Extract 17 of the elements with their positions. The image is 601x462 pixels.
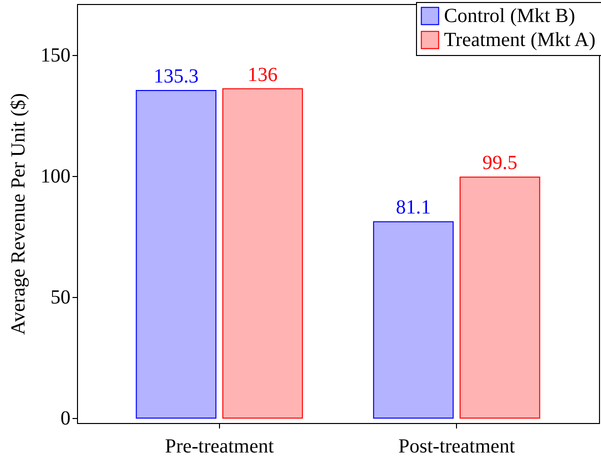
x-tick-label: Post-treatment	[398, 436, 516, 458]
y-tick-label: 150	[40, 44, 70, 66]
data-label: 81.1	[396, 196, 431, 219]
bar	[373, 221, 454, 419]
y-tick-label: 50	[50, 286, 70, 309]
y-tick-label: 0	[60, 408, 70, 430]
bar	[460, 176, 540, 419]
data-label: 136	[248, 64, 278, 86]
bar	[222, 88, 303, 419]
x-tick-label: Pre-treatment	[164, 436, 274, 458]
y-axis-title: Average Revenue Per Unit ($)	[8, 93, 30, 335]
legend-label: Control (Mkt B)	[444, 5, 576, 27]
bar	[136, 90, 216, 419]
legend-label: Treatment (Mkt A)	[444, 29, 596, 51]
data-label: 99.5	[482, 152, 518, 174]
data-label: 135.3	[154, 65, 199, 88]
y-tick-label: 100	[40, 165, 70, 188]
